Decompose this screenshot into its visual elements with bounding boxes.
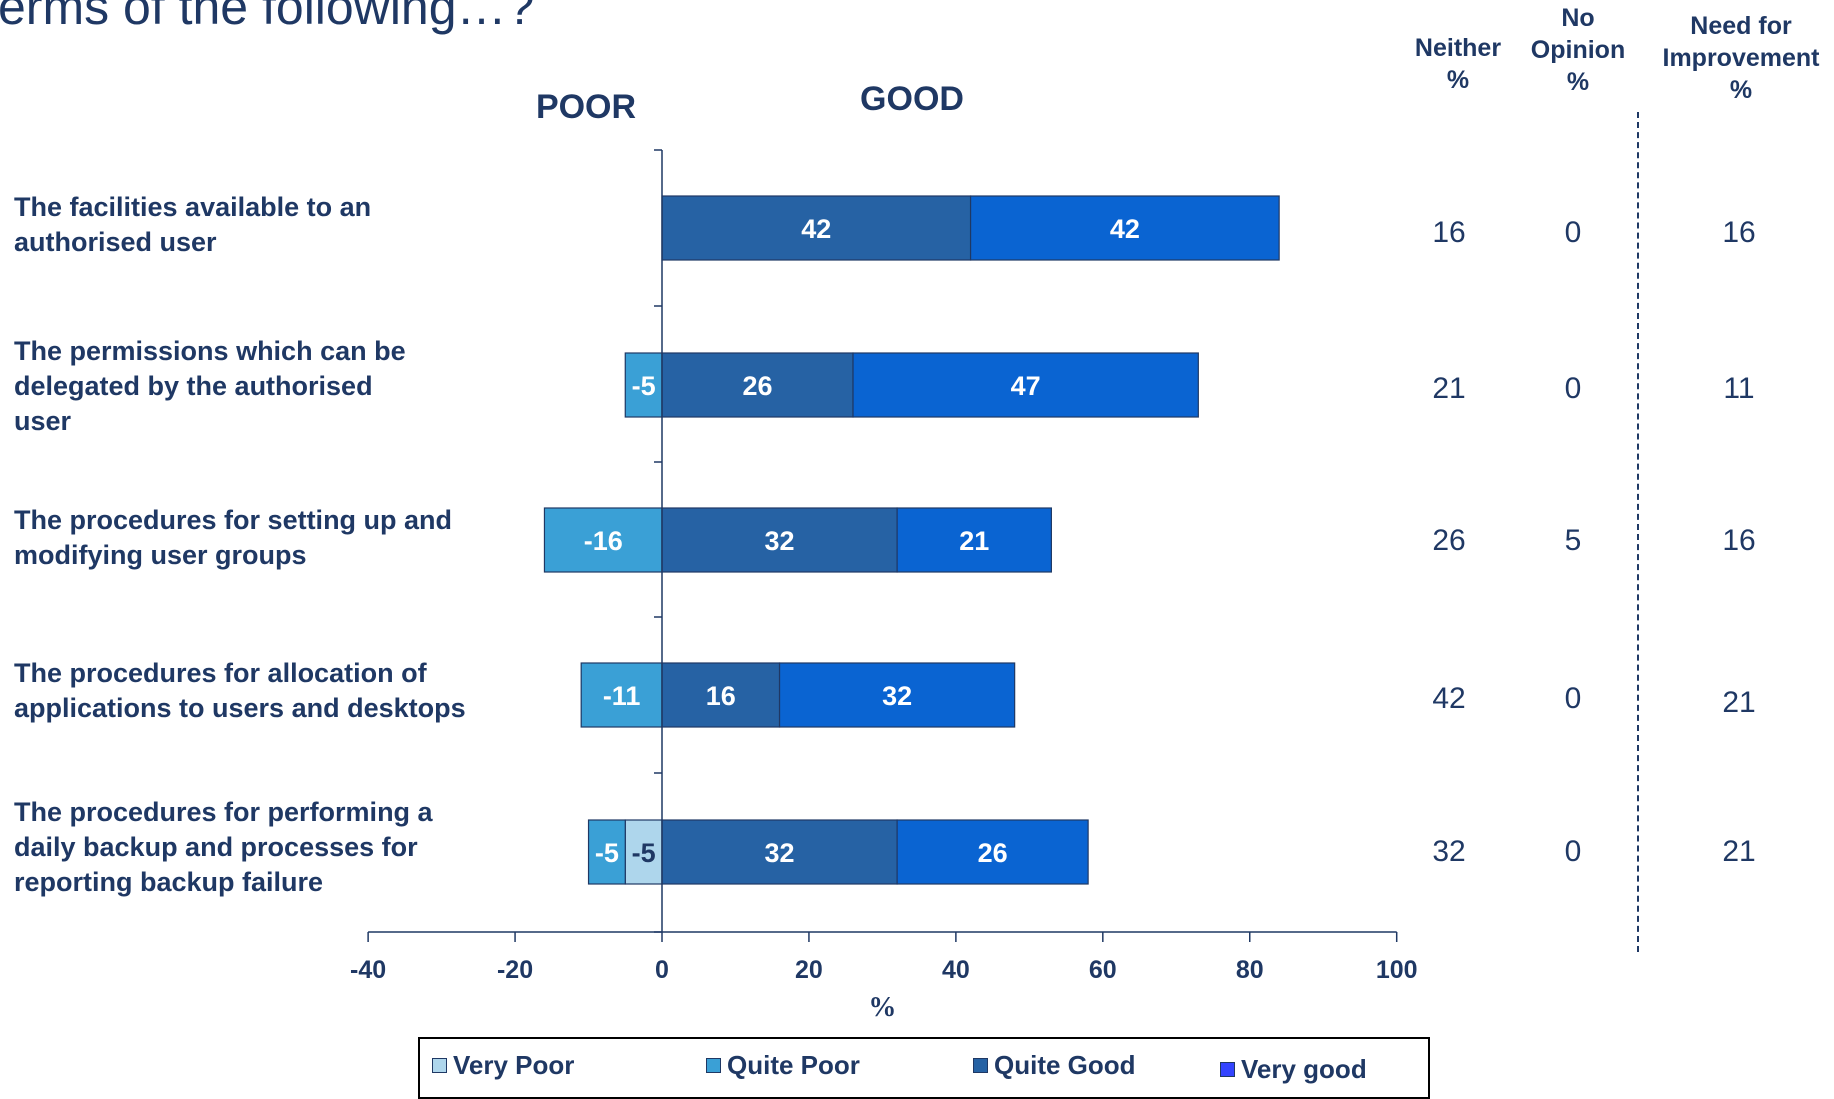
category-label-1: The facilities available to an authorise… (14, 190, 524, 260)
category-label-3: The procedures for setting up and modify… (14, 503, 524, 573)
category-label-4: The procedures for allocation of applica… (14, 656, 524, 726)
col-header-neither-line: % (1446, 66, 1470, 94)
col-header-need-improvement-line: Need for (1690, 12, 1792, 40)
bar-quite-good (661, 507, 898, 573)
category-label-line: applications to users and desktops (14, 693, 466, 723)
legend-item-quite-good: Quite Good (973, 1050, 1136, 1081)
data-label: 42 (1110, 214, 1140, 244)
bar-very-good (852, 352, 1199, 418)
bar-very-good (969, 195, 1280, 261)
need-improvement-value-1: 16 (1722, 216, 1756, 249)
good-label: GOOD (860, 80, 964, 118)
legend-swatch (1220, 1062, 1235, 1077)
poor-label: POOR (535, 88, 637, 126)
legend-label: Very Poor (453, 1050, 575, 1080)
data-label: 47 (1011, 371, 1041, 401)
data-label: 16 (706, 681, 736, 711)
legend-swatch (706, 1058, 721, 1073)
category-label-5: The procedures for performing a daily ba… (14, 795, 524, 900)
category-label-line: daily backup and processes for (14, 832, 418, 862)
col-header-no-opinion: No Opinion % (1531, 2, 1625, 98)
category-label-line: The permissions which can be (14, 336, 406, 366)
x-tick-label: 20 (795, 956, 823, 984)
legend-item-very-good: Very good (1220, 1054, 1367, 1085)
legend-swatch (973, 1058, 988, 1073)
data-label: 21 (959, 526, 989, 556)
bar-quite-good (661, 195, 972, 261)
legend-label: Quite Good (994, 1050, 1136, 1080)
need-improvement-value-3: 16 (1722, 524, 1756, 557)
bar-quite-poor (580, 662, 663, 728)
need-improvement-value-2: 11 (1723, 372, 1755, 405)
data-label: -5 (632, 838, 656, 868)
bar-quite-poor (587, 819, 626, 885)
category-label-line: The procedures for allocation of (14, 658, 427, 688)
neither-value-2: 21 (1432, 372, 1466, 405)
category-label-line: The procedures for performing a (14, 797, 433, 827)
legend-item-very-poor: Very Poor (432, 1050, 574, 1081)
column-divider (1637, 112, 1639, 952)
legend: Very Poor Quite Poor Quite Good Very goo… (418, 1037, 1430, 1099)
x-tick-label: 40 (942, 956, 970, 984)
bar-quite-poor (543, 507, 663, 573)
data-label: -5 (595, 838, 619, 868)
x-tick-label: -20 (497, 956, 533, 984)
col-header-need-improvement: Need for Improvement % (1663, 10, 1820, 106)
col-header-no-opinion-line: % (1566, 68, 1590, 96)
legend-label: Quite Poor (727, 1050, 860, 1080)
need-improvement-value-4: 21 (1722, 686, 1756, 719)
col-header-no-opinion-line: No (1561, 4, 1595, 32)
no-opinion-value-3: 5 (1564, 524, 1582, 557)
category-label-line: The procedures for setting up and (14, 505, 453, 535)
x-axis-label: % (868, 992, 896, 1023)
data-label: 26 (978, 838, 1008, 868)
x-tick-label: 0 (655, 956, 669, 984)
col-header-need-improvement-line: % (1729, 76, 1753, 104)
bar-very-good (896, 507, 1052, 573)
data-label: 32 (765, 838, 795, 868)
data-label: -16 (584, 526, 623, 556)
category-label-line: delegated by the authorised (14, 371, 373, 401)
no-opinion-value-2: 0 (1564, 372, 1582, 405)
neither-value-4: 42 (1432, 682, 1466, 715)
x-tick-label: 60 (1089, 956, 1117, 984)
data-label: -11 (603, 681, 641, 711)
col-header-neither: Neither % (1415, 32, 1501, 96)
bar-very-good (896, 819, 1089, 885)
col-header-no-opinion-line: Opinion (1530, 36, 1626, 64)
bar-quite-poor (624, 352, 663, 418)
neither-value-1: 16 (1432, 216, 1466, 249)
category-label-line: The facilities available to an (14, 192, 372, 222)
need-improvement-value-5: 21 (1722, 835, 1756, 868)
bar-quite-good (661, 352, 854, 418)
no-opinion-value-1: 0 (1564, 216, 1582, 249)
legend-swatch (432, 1058, 447, 1073)
chart-title-fragment: erms of the following…? (0, 0, 535, 35)
data-label: 26 (742, 371, 772, 401)
x-tick-label: 100 (1376, 956, 1418, 984)
no-opinion-value-4: 0 (1564, 682, 1582, 715)
legend-item-quite-poor: Quite Poor (706, 1050, 860, 1081)
no-opinion-value-5: 0 (1564, 835, 1582, 868)
col-header-need-improvement-line: Improvement (1662, 44, 1820, 72)
col-header-neither-line: Neither (1414, 34, 1502, 62)
x-tick-label: -40 (350, 956, 386, 984)
data-label: 42 (801, 214, 831, 244)
legend-label: Very good (1241, 1054, 1367, 1084)
category-label-line: authorised user (14, 227, 217, 257)
category-label-line: reporting backup failure (14, 867, 324, 897)
data-label: -5 (632, 371, 656, 401)
neither-value-5: 32 (1432, 835, 1466, 868)
data-label: 32 (882, 681, 912, 711)
x-tick-label: 80 (1236, 956, 1264, 984)
category-label-2: The permissions which can be delegated b… (14, 334, 524, 439)
category-label-line: modifying user groups (14, 540, 307, 570)
data-label: 32 (765, 526, 795, 556)
category-label-line: user (14, 406, 72, 436)
neither-value-3: 26 (1432, 524, 1466, 557)
bar-very-good (778, 662, 1016, 728)
